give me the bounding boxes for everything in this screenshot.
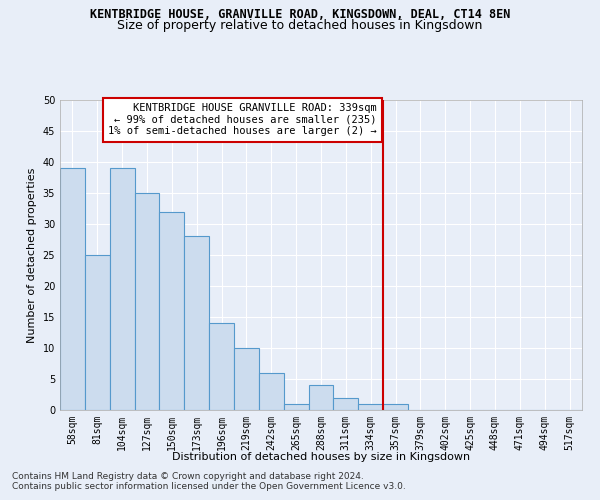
Text: Size of property relative to detached houses in Kingsdown: Size of property relative to detached ho… <box>118 18 482 32</box>
Bar <box>334 398 358 410</box>
Bar <box>383 404 408 410</box>
Text: Contains public sector information licensed under the Open Government Licence v3: Contains public sector information licen… <box>12 482 406 491</box>
Bar <box>259 373 284 410</box>
Bar <box>184 236 209 410</box>
Bar <box>134 193 160 410</box>
Bar <box>284 404 308 410</box>
Bar <box>234 348 259 410</box>
Text: Distribution of detached houses by size in Kingsdown: Distribution of detached houses by size … <box>172 452 470 462</box>
Bar <box>60 168 85 410</box>
Bar <box>209 323 234 410</box>
Text: KENTBRIDGE HOUSE GRANVILLE ROAD: 339sqm
← 99% of detached houses are smaller (23: KENTBRIDGE HOUSE GRANVILLE ROAD: 339sqm … <box>108 103 377 136</box>
Y-axis label: Number of detached properties: Number of detached properties <box>27 168 37 342</box>
Bar <box>85 255 110 410</box>
Bar <box>308 385 334 410</box>
Text: Contains HM Land Registry data © Crown copyright and database right 2024.: Contains HM Land Registry data © Crown c… <box>12 472 364 481</box>
Bar <box>160 212 184 410</box>
Text: KENTBRIDGE HOUSE, GRANVILLE ROAD, KINGSDOWN, DEAL, CT14 8EN: KENTBRIDGE HOUSE, GRANVILLE ROAD, KINGSD… <box>90 8 510 20</box>
Bar <box>110 168 134 410</box>
Bar <box>358 404 383 410</box>
